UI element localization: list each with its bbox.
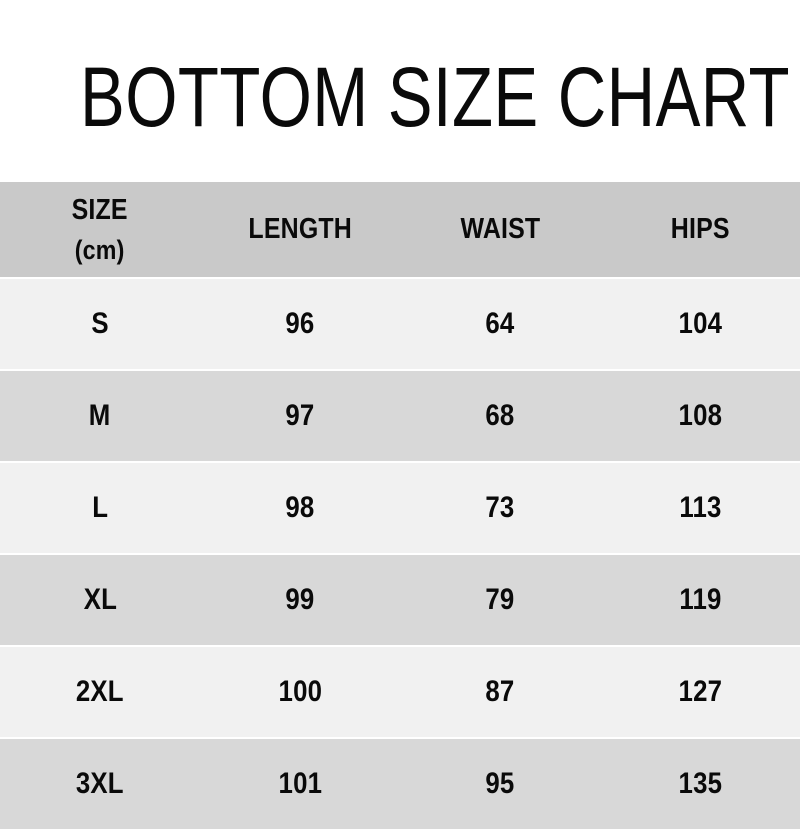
column-header-hips-label: HIPS xyxy=(670,213,730,246)
cell-hips-value: 113 xyxy=(678,491,722,524)
cell-hips: 127 xyxy=(600,645,800,738)
column-header-waist: WAIST xyxy=(400,182,600,278)
cell-length-value: 100 xyxy=(278,675,322,708)
cell-length: 101 xyxy=(200,737,400,829)
cell-length-value: 101 xyxy=(278,767,322,800)
cell-hips-value: 108 xyxy=(678,399,722,432)
cell-waist-value: 68 xyxy=(485,399,515,432)
cell-size-value: 2XL xyxy=(76,675,124,708)
cell-size: M xyxy=(0,369,200,462)
cell-waist: 95 xyxy=(400,737,600,829)
cell-waist: 87 xyxy=(400,645,600,738)
cell-waist-value: 73 xyxy=(485,491,515,524)
table-row: S 96 64 104 xyxy=(0,277,800,370)
column-header-hips: HIPS xyxy=(600,182,800,278)
table-header: SIZE (cm) LENGTH WAIST HIPS xyxy=(0,182,800,278)
cell-size: XL xyxy=(0,553,200,646)
cell-waist-value: 87 xyxy=(485,675,515,708)
cell-length-value: 96 xyxy=(285,307,315,340)
table-row: 2XL 100 87 127 xyxy=(0,645,800,738)
cell-size: 2XL xyxy=(0,645,200,738)
cell-hips: 108 xyxy=(600,369,800,462)
table-row: XL 99 79 119 xyxy=(0,553,800,646)
cell-hips-value: 127 xyxy=(678,675,722,708)
cell-length-value: 98 xyxy=(285,491,315,524)
cell-length: 98 xyxy=(200,461,400,554)
column-header-size-unit: (cm) xyxy=(75,234,125,265)
cell-length-value: 99 xyxy=(285,583,315,616)
column-header-length-label: LENGTH xyxy=(248,213,352,246)
table-row: 3XL 101 95 135 xyxy=(0,737,800,829)
cell-waist: 68 xyxy=(400,369,600,462)
cell-hips-value: 104 xyxy=(678,307,722,340)
cell-size-value: XL xyxy=(83,583,117,616)
cell-hips-value: 135 xyxy=(678,767,722,800)
size-chart-page: BOTTOM SIZE CHART SIZE (cm) LENGTH WAIST … xyxy=(0,50,800,829)
cell-waist: 73 xyxy=(400,461,600,554)
cell-waist-value: 79 xyxy=(485,583,515,616)
page-title: BOTTOM SIZE CHART xyxy=(80,50,790,144)
table-row: L 98 73 113 xyxy=(0,461,800,554)
cell-length-value: 97 xyxy=(285,399,315,432)
cell-waist-value: 95 xyxy=(485,767,515,800)
cell-size-value: S xyxy=(91,307,109,340)
cell-waist-value: 64 xyxy=(485,307,515,340)
cell-length: 99 xyxy=(200,553,400,646)
column-header-length: LENGTH xyxy=(200,182,400,278)
cell-hips: 119 xyxy=(600,553,800,646)
cell-length: 97 xyxy=(200,369,400,462)
cell-size-value: M xyxy=(89,399,111,432)
cell-hips-value: 119 xyxy=(678,583,722,616)
column-header-waist-label: WAIST xyxy=(460,213,540,246)
column-header-size: SIZE (cm) xyxy=(0,182,200,278)
cell-size-value: L xyxy=(92,491,108,524)
column-header-size-stack: SIZE (cm) xyxy=(72,189,128,270)
table-header-row: SIZE (cm) LENGTH WAIST HIPS xyxy=(0,182,800,278)
cell-waist: 64 xyxy=(400,277,600,370)
cell-waist: 79 xyxy=(400,553,600,646)
cell-hips: 135 xyxy=(600,737,800,829)
cell-size: 3XL xyxy=(0,737,200,829)
table-body: S 96 64 104 M 97 xyxy=(0,277,800,829)
cell-length: 96 xyxy=(200,277,400,370)
size-chart-table: SIZE (cm) LENGTH WAIST HIPS S 96 xyxy=(0,182,800,829)
cell-size: L xyxy=(0,461,200,554)
cell-hips: 113 xyxy=(600,461,800,554)
column-header-size-label: SIZE xyxy=(71,193,129,226)
table-row: M 97 68 108 xyxy=(0,369,800,462)
cell-size-value: 3XL xyxy=(76,767,124,800)
cell-size: S xyxy=(0,277,200,370)
cell-length: 100 xyxy=(200,645,400,738)
cell-hips: 104 xyxy=(600,277,800,370)
